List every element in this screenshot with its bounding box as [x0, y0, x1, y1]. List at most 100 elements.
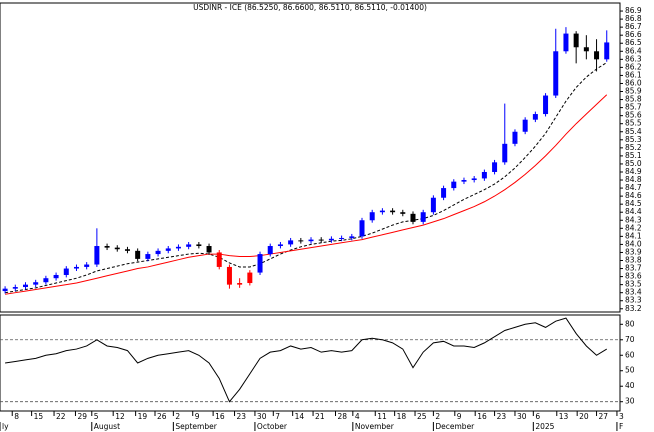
x-tick-label: 16: [215, 412, 225, 421]
y-tick-label: 86.5: [625, 38, 642, 47]
candle-body: [461, 180, 467, 182]
y-tick-label: 86.6: [625, 30, 642, 39]
x-tick-label: 5: [94, 412, 99, 421]
moving-average: [5, 94, 608, 295]
candle-body: [390, 210, 396, 213]
candle-body: [328, 238, 334, 241]
y-tick-label: 86.9: [625, 6, 642, 15]
candle-body: [155, 250, 161, 255]
candle-body: [349, 236, 355, 238]
x-tick-label: 27: [599, 412, 609, 421]
x-tick-label: 4: [355, 412, 360, 421]
y-tick-label: 84.9: [625, 167, 642, 176]
month-label: November: [355, 422, 395, 431]
candle-body: [573, 33, 579, 48]
candle-body: [288, 240, 294, 245]
candle-body: [451, 181, 457, 189]
y-tick-label: 84.7: [625, 183, 642, 192]
candle-body: [369, 212, 375, 221]
candle-body: [298, 240, 304, 242]
candle-body: [277, 244, 283, 247]
candle-body: [359, 220, 365, 237]
y-tick-label: 70: [625, 335, 635, 344]
candle-body: [379, 210, 385, 213]
candle-body: [2, 288, 8, 292]
x-tick-label: 19: [138, 412, 148, 421]
x-tick-label: 23: [237, 412, 247, 421]
candle-body: [471, 178, 477, 181]
candle-body: [400, 212, 406, 214]
candle-body: [410, 213, 416, 222]
y-tick-label: 86.7: [625, 22, 642, 31]
month-label: F: [619, 422, 623, 431]
month-label: August: [94, 422, 120, 431]
candle-body: [135, 250, 141, 259]
x-tick-label: 22: [56, 412, 66, 421]
candle-body: [145, 254, 151, 259]
candle-body: [104, 246, 110, 248]
y-tick-label: 84.8: [625, 175, 642, 184]
y-tick-label: 83.3: [625, 296, 642, 305]
indicator-line: [5, 317, 608, 403]
candle-body: [308, 239, 314, 242]
x-tick-label: 8: [14, 412, 19, 421]
candle-body: [522, 119, 528, 132]
candle-body: [94, 246, 100, 265]
x-tick-label: 12: [115, 412, 125, 421]
x-tick-label: 3: [619, 412, 624, 421]
month-label: 2025: [535, 422, 554, 431]
y-tick-label: 84.4: [625, 207, 642, 216]
candle-body: [63, 268, 69, 275]
x-tick-label: 7: [275, 412, 280, 421]
y-tick-label: 83.4: [625, 288, 642, 297]
y-tick-label: 60: [625, 350, 635, 359]
candle-body: [512, 131, 518, 144]
candle-body: [22, 284, 28, 288]
x-tick-label: 30: [517, 412, 527, 421]
month-label: October: [257, 422, 288, 431]
moving-average: [5, 62, 608, 294]
candle-body: [553, 51, 559, 96]
x-tick-label: 14: [295, 412, 305, 421]
month-label: ly: [2, 422, 9, 431]
candle-body: [206, 246, 212, 253]
candle-body: [583, 47, 589, 52]
candle-body: [543, 95, 549, 115]
x-tick-label: 16: [477, 412, 487, 421]
candle-body: [196, 244, 202, 247]
y-tick-label: 83.8: [625, 256, 642, 265]
y-tick-label: 85.0: [625, 159, 642, 168]
candle-body: [33, 282, 39, 285]
candle-body: [420, 212, 426, 222]
candle-body: [339, 237, 345, 239]
x-tick-label: 6: [535, 412, 540, 421]
candle-body: [53, 274, 59, 279]
candle-body: [124, 249, 130, 251]
y-tick-label: 86.2: [625, 62, 642, 71]
y-tick-label: 85.6: [625, 111, 642, 120]
candle-body: [563, 33, 569, 52]
x-tick-label: 18: [397, 412, 407, 421]
x-tick-label: 23: [497, 412, 507, 421]
y-tick-label: 84.6: [625, 191, 642, 200]
y-tick-label: 84.2: [625, 223, 642, 232]
indicator-panel: [0, 314, 621, 412]
y-tick-label: 85.2: [625, 143, 642, 152]
price-panel: [0, 2, 621, 313]
y-tick-label: 85.5: [625, 119, 642, 128]
candle-body: [12, 287, 18, 289]
y-tick-label: 85.9: [625, 87, 642, 96]
y-tick-label: 85.8: [625, 95, 642, 104]
y-tick-label: 40: [625, 381, 635, 390]
y-tick-label: 86.8: [625, 14, 642, 23]
y-tick-label: 84.5: [625, 199, 642, 208]
y-tick-label: 84.0: [625, 239, 642, 248]
month-label: September: [175, 422, 217, 431]
candle-body: [481, 171, 487, 179]
y-tick-label: 50: [625, 366, 635, 375]
y-tick-label: 83.9: [625, 247, 642, 256]
candle-body: [318, 239, 324, 241]
y-tick-label: 85.1: [625, 151, 642, 160]
y-tick-label: 85.3: [625, 135, 642, 144]
candle-body: [247, 272, 253, 284]
